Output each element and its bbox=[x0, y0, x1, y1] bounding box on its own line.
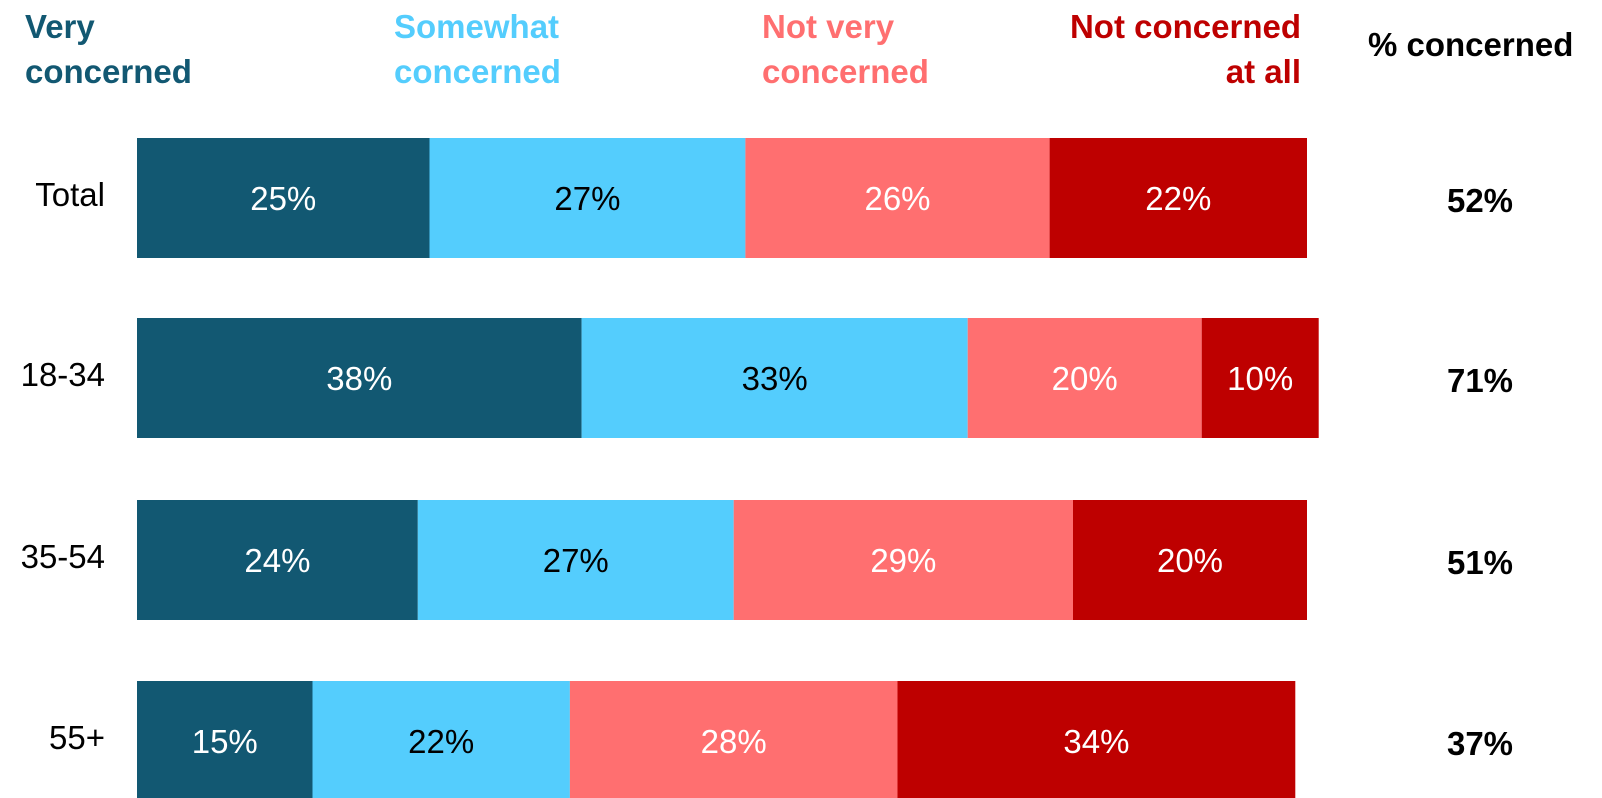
total-concerned-18-34: 71% bbox=[1447, 362, 1513, 399]
data-label-18-34-2: 33% bbox=[742, 360, 808, 397]
bar-segment-35-54-2 bbox=[417, 500, 734, 620]
data-label-Total-4: 22% bbox=[1145, 180, 1211, 217]
bar-row-Total: 25% 27% 26% 22% bbox=[137, 138, 1307, 258]
totals-header: % concerned bbox=[1368, 26, 1573, 63]
legend-entry-3-line-2: concerned bbox=[762, 53, 929, 90]
bar-segment-55+-4 bbox=[897, 681, 1296, 798]
bar-segment-Total-2 bbox=[429, 138, 746, 258]
data-label-55+-2: 22% bbox=[408, 723, 474, 760]
total-concerned-Total: 52% bbox=[1447, 182, 1513, 219]
category-label-Total: Total bbox=[35, 176, 105, 213]
total-concerned-55+: 37% bbox=[1447, 725, 1513, 762]
bar-segment-Total-3 bbox=[745, 138, 1050, 258]
category-label-18-34: 18-34 bbox=[21, 356, 105, 393]
legend-entry-4-line-2: at all bbox=[1226, 53, 1301, 90]
totals-column: 52% 71% 51% 37% bbox=[1447, 182, 1513, 762]
bar-segment-55+-2 bbox=[312, 681, 570, 798]
bar-segment-18-34-1 bbox=[137, 318, 582, 438]
legend-entry-3: Not very concerned bbox=[762, 8, 929, 90]
bar-segment-Total-1 bbox=[137, 138, 430, 258]
legend: Very concerned Somewhat concerned Not very co… bbox=[25, 8, 1301, 90]
category-label-35-54: 35-54 bbox=[21, 538, 105, 575]
bar-segment-18-34-3 bbox=[967, 318, 1202, 438]
bar-row-35-54: 24% 27% 29% 20% bbox=[137, 500, 1307, 620]
bar-segment-Total-4 bbox=[1049, 138, 1307, 258]
data-label-55+-3: 28% bbox=[701, 723, 767, 760]
legend-entry-4-line-1: Not concerned bbox=[1070, 8, 1301, 45]
legend-entry-1-line-2: concerned bbox=[25, 53, 192, 90]
bar-segment-35-54-3 bbox=[733, 500, 1073, 620]
category-labels: Total 18-34 35-54 55+ bbox=[21, 176, 105, 756]
legend-entry-2-line-1: Somewhat bbox=[394, 8, 559, 45]
bar-segment-35-54-1 bbox=[137, 500, 418, 620]
data-label-Total-3: 26% bbox=[864, 180, 930, 217]
legend-entry-1-line-1: Very bbox=[25, 8, 95, 45]
bar-segment-18-34-2 bbox=[581, 318, 968, 438]
totals-header-label: % concerned bbox=[1368, 26, 1573, 63]
bar-segment-35-54-4 bbox=[1073, 500, 1307, 620]
bar-row-55+: 15% 22% 28% 34% bbox=[137, 681, 1296, 798]
legend-entry-2-line-2: concerned bbox=[394, 53, 561, 90]
data-label-55+-4: 34% bbox=[1063, 723, 1129, 760]
legend-entry-1: Very concerned bbox=[25, 8, 192, 90]
bar-segment-18-34-4 bbox=[1201, 318, 1319, 438]
data-label-35-54-2: 27% bbox=[543, 542, 609, 579]
category-label-55+: 55+ bbox=[49, 719, 105, 756]
bar-segment-55+-1 bbox=[137, 681, 313, 798]
data-label-35-54-3: 29% bbox=[870, 542, 936, 579]
bar-row-18-34: 38% 33% 20% 10% bbox=[137, 318, 1319, 438]
legend-entry-4: Not concerned at all bbox=[1070, 8, 1301, 90]
data-label-18-34-1: 38% bbox=[326, 360, 392, 397]
data-label-18-34-4: 10% bbox=[1227, 360, 1293, 397]
bar-segment-55+-3 bbox=[569, 681, 898, 798]
bars: 25% 27% 26% 22% 38% 33% 20% 10% 24% 27% 29% 20% 15% 2… bbox=[137, 138, 1319, 798]
legend-entry-2: Somewhat concerned bbox=[394, 8, 561, 90]
data-label-35-54-1: 24% bbox=[244, 542, 310, 579]
data-label-18-34-3: 20% bbox=[1052, 360, 1118, 397]
legend-entry-3-line-1: Not very bbox=[762, 8, 895, 45]
total-concerned-35-54: 51% bbox=[1447, 544, 1513, 581]
data-label-Total-1: 25% bbox=[250, 180, 316, 217]
data-label-Total-2: 27% bbox=[554, 180, 620, 217]
data-label-35-54-4: 20% bbox=[1157, 542, 1223, 579]
data-label-55+-1: 15% bbox=[192, 723, 258, 760]
